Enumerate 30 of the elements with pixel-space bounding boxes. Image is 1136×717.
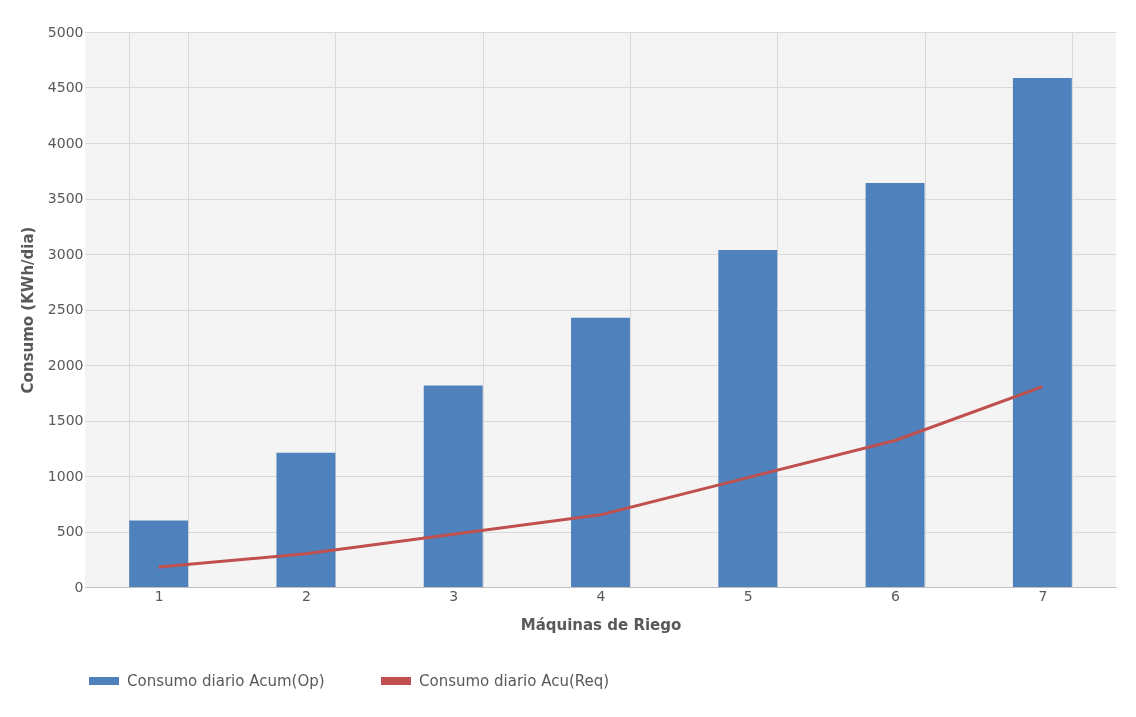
x-axis-title: Máquinas de Riego [520,615,682,634]
x-tick-label: 6 [891,587,901,604]
y-tick-label: 5000 [47,23,84,40]
y-tick-label: 4500 [47,79,84,95]
y-axis-title: Consumo (KWh/dia) [18,226,37,394]
bar [276,452,336,587]
x-tick-label: 5 [743,587,753,604]
x-tick-label: 2 [301,587,311,604]
x-tick-label: 1 [154,587,164,604]
bar [1012,78,1072,587]
bar [571,317,630,587]
x-tick-label: 3 [449,587,459,604]
x-tick-label: 4 [596,587,606,604]
y-tick-label: 3000 [47,245,84,262]
x-tick-label: 7 [1038,587,1048,604]
line-series [157,385,1044,569]
y-tick-label: 1000 [47,467,84,484]
bar [865,182,925,587]
bar [423,385,483,587]
y-tick-label: 3500 [47,190,84,206]
legend-label: Consumo diario Acu(Req) [419,672,610,690]
y-tick-label: 2500 [47,301,84,317]
y-tick-label: 4000 [47,134,84,151]
y-tick-label: 500 [56,523,84,539]
y-tick-label: 1500 [47,412,84,428]
legend-label: Consumo diario Acum(Op) [127,672,325,690]
bar [718,250,778,587]
y-tick-label: 0 [74,578,84,595]
y-tick-label: 2000 [47,356,84,373]
bar [129,520,189,587]
